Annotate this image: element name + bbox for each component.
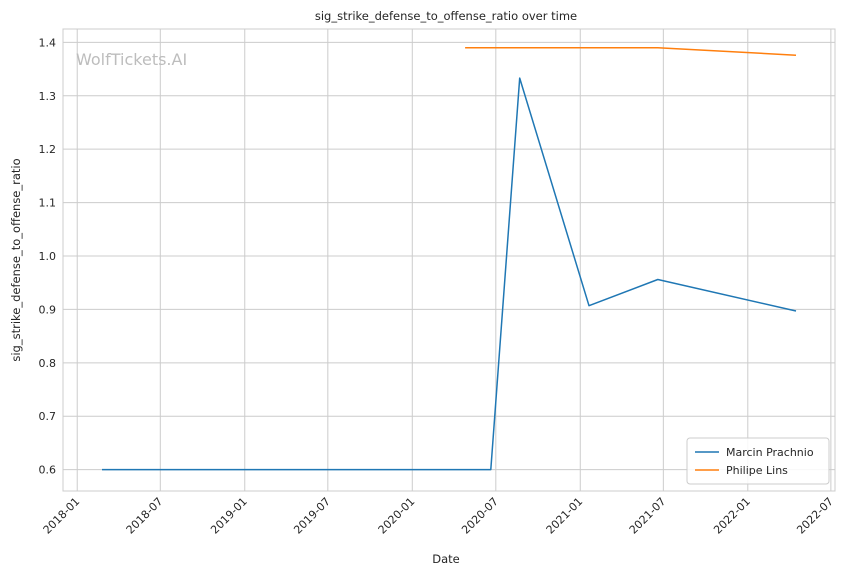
y-tick-label-1-4: 1.4	[39, 36, 57, 49]
legend-box	[686, 437, 830, 485]
y-tick-label-1-3: 1.3	[39, 90, 57, 103]
legend: Marcin Prachnio Philipe Lins	[686, 437, 830, 485]
y-tick-label-1-2: 1.2	[39, 143, 57, 156]
y-axis-label: sig_strike_defense_to_offense_ratio	[9, 158, 23, 361]
legend-label-marcin-prachnio: Marcin Prachnio	[726, 446, 814, 459]
watermark: WolfTickets.AI	[76, 50, 187, 69]
y-tick-label-0-9: 0.9	[39, 303, 57, 316]
x-axis-label: Date	[432, 552, 460, 566]
series-line-philipe-lins	[465, 46, 797, 56]
legend-label-philipe-lins: Philipe Lins	[726, 464, 788, 477]
plot-area	[62, 28, 836, 492]
series-line-marcin-prachnio	[102, 77, 797, 471]
chart-title: sig_strike_defense_to_offense_ratio over…	[315, 9, 577, 23]
y-tick-label-0-7: 0.7	[39, 410, 57, 423]
y-tick-label-0-6: 0.6	[39, 464, 57, 477]
y-tick-label-0-8: 0.8	[39, 357, 57, 370]
y-tick-label-1-0: 1.0	[39, 250, 57, 263]
y-tick-label-1-1: 1.1	[39, 197, 57, 210]
